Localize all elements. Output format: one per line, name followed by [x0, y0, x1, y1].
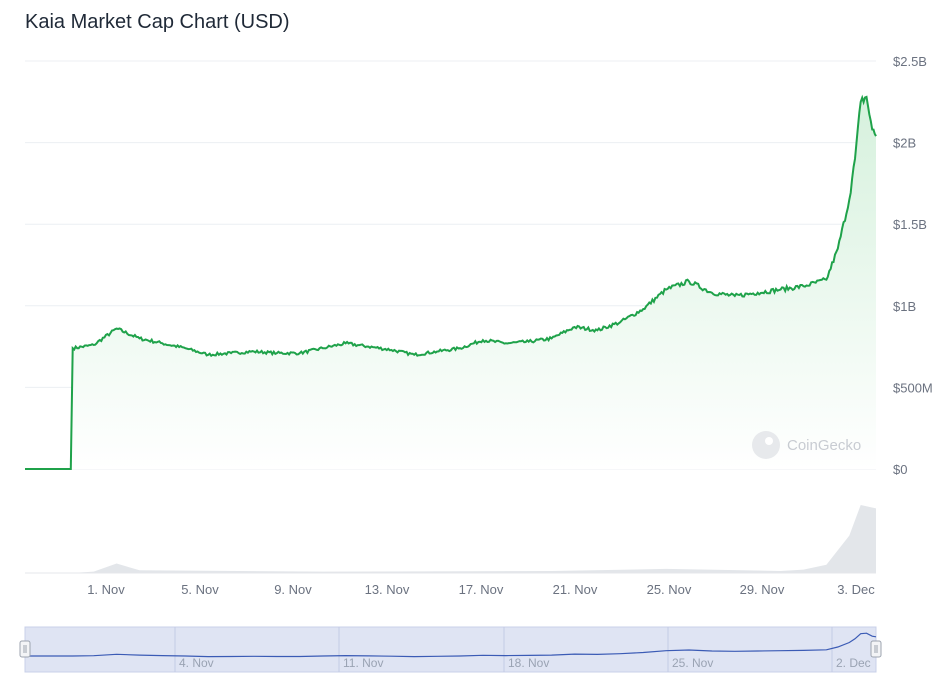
- chart-title: Kaia Market Cap Chart (USD): [25, 11, 290, 33]
- navigator-tick-label: 11. Nov: [343, 656, 383, 670]
- y-tick-label: $500M: [893, 380, 933, 395]
- navigator-selection[interactable]: [24, 626, 877, 673]
- x-tick-label: 21. Nov: [553, 582, 598, 597]
- y-tick-label: $1.5B: [893, 217, 927, 232]
- navigator-tick-label: 18. Nov: [508, 656, 549, 670]
- navigator-tick-label: 4. Nov: [179, 656, 214, 670]
- y-axis-tick-labels: $0 $500M $1B $1.5B $2B $2.5B: [893, 54, 933, 477]
- x-tick-label: 17. Nov: [459, 582, 504, 597]
- navigator-left-handle[interactable]: [19, 640, 31, 658]
- market-cap-area: [25, 96, 876, 470]
- volume-area: [25, 505, 876, 573]
- x-tick-label: 5. Nov: [181, 582, 219, 597]
- coingecko-watermark: CoinGecko: [752, 431, 861, 459]
- navigator-line: [25, 632, 877, 658]
- volume-shape: [25, 505, 876, 573]
- watermark-text: CoinGecko: [787, 437, 861, 454]
- x-tick-label: 3. Dec: [837, 582, 875, 597]
- x-tick-label: 25. Nov: [647, 582, 692, 597]
- y-tick-label: $1B: [893, 299, 916, 314]
- market-cap-line[interactable]: [25, 94, 877, 470]
- range-navigator[interactable]: 4. Nov 11. Nov 18. Nov 25. Nov 2. Dec: [19, 626, 882, 673]
- y-tick-label: $2B: [893, 136, 916, 151]
- navigator-tick-label: 2. Dec: [836, 656, 871, 670]
- navigator-right-handle[interactable]: [870, 640, 882, 658]
- navigator-grid: [174, 627, 833, 672]
- x-tick-label: 13. Nov: [365, 582, 410, 597]
- navigator-tick-labels: 4. Nov 11. Nov 18. Nov 25. Nov 2. Dec: [179, 656, 871, 670]
- x-axis-tick-labels: 1. Nov 5. Nov 9. Nov 13. Nov 17. Nov 21. Nov 2…: [87, 582, 875, 597]
- navigator-tick-label: 25. Nov: [672, 656, 713, 670]
- y-tick-label: $0: [893, 462, 907, 477]
- x-tick-label: 29. Nov: [740, 582, 785, 597]
- x-tick-label: 1. Nov: [87, 582, 125, 597]
- y-tick-label: $2.5B: [893, 54, 927, 69]
- x-tick-label: 9. Nov: [274, 582, 312, 597]
